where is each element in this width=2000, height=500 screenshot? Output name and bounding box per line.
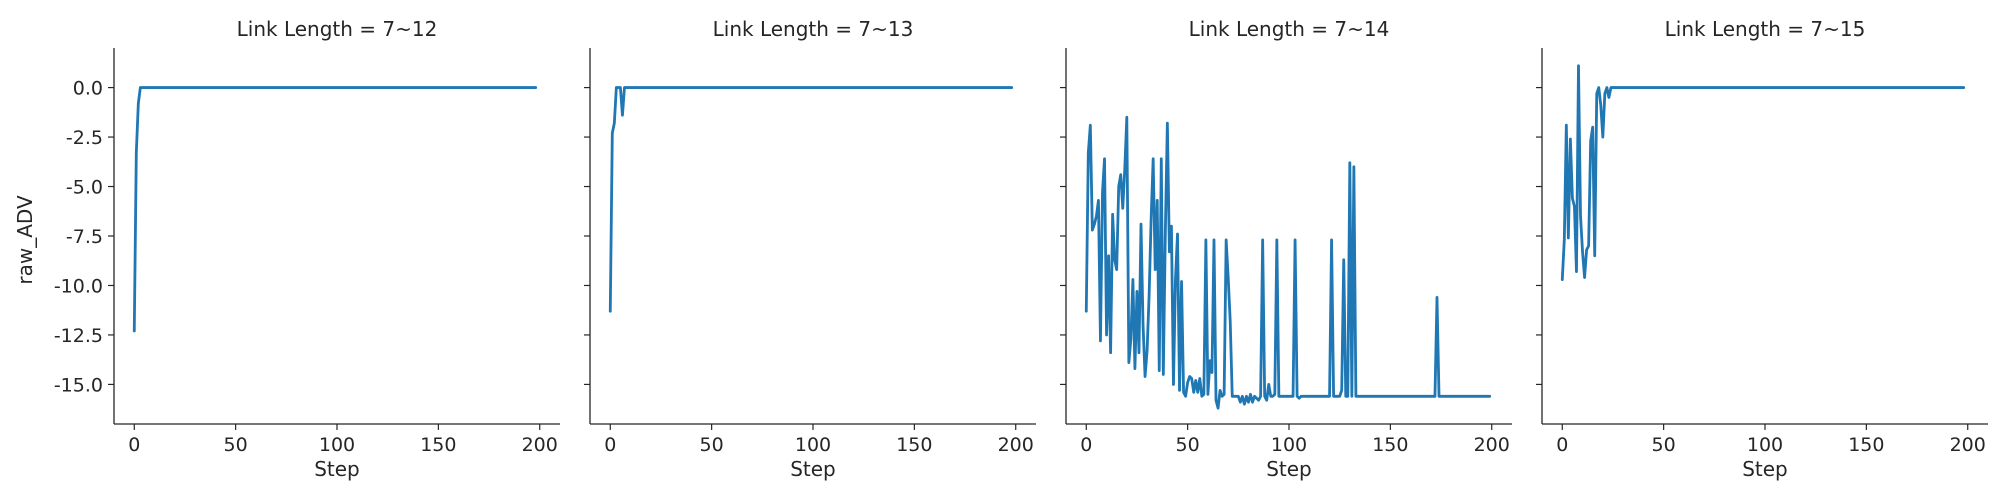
x-tick-label: 0 [1556,434,1568,456]
x-tick-label: 150 [420,434,456,456]
x-tick-label: 100 [1271,434,1307,456]
x-axis-label: Step [1266,457,1312,481]
y-tick-label: -10.0 [54,275,103,297]
x-axis-label: Step [1742,457,1788,481]
x-tick-label: 200 [998,434,1034,456]
x-tick-label: 100 [795,434,831,456]
x-tick-label: 100 [1747,434,1783,456]
chart-panels: Link Length = 7~12 0.0 -2.5 -5.0 -7.5 -10.0 -1… [54,17,1988,481]
panel-title: Link Length = 7~13 [713,17,914,41]
panel-4: Link Length = 7~15 0 50 100 150 200 Step [1536,17,1988,481]
panel-title: Link Length = 7~12 [237,17,438,41]
x-tick-label: 200 [1950,434,1986,456]
series-line [608,86,1014,313]
x-tick-label: 200 [522,434,558,456]
panel-2: Link Length = 7~13 0 50 100 150 200 Step [584,17,1036,481]
series-line [132,86,538,333]
x-tick-label: 50 [1652,434,1676,456]
y-tick-label: -7.5 [66,226,103,248]
x-tick-label: 0 [604,434,616,456]
y-tick-label: -2.5 [66,127,103,149]
x-axis-label: Step [790,457,836,481]
y-tick-label: -15.0 [54,374,103,396]
y-tick-label: -12.5 [54,325,103,347]
x-tick-label: 150 [896,434,932,456]
panel-title: Link Length = 7~15 [1665,17,1866,41]
x-tick-label: 0 [1080,434,1092,456]
panel-3: Link Length = 7~14 0 50 100 150 200 Step [1060,17,1512,481]
x-tick-label: 50 [1176,434,1200,456]
x-axis-label: Step [314,457,360,481]
x-tick-label: 50 [224,434,248,456]
panel-1: Link Length = 7~12 0.0 -2.5 -5.0 -7.5 -10.0 -1… [54,17,560,481]
x-tick-label: 200 [1474,434,1510,456]
x-tick-label: 50 [700,434,724,456]
series-line [1084,115,1492,410]
x-tick-label: 150 [1848,434,1884,456]
y-axis-label: raw_ADV [13,195,37,285]
panel-title: Link Length = 7~14 [1189,17,1390,41]
x-tick-label: 0 [128,434,140,456]
y-tick-label: -5.0 [66,177,103,199]
x-tick-label: 150 [1372,434,1408,456]
x-tick-label: 100 [319,434,355,456]
series-line [1560,64,1966,281]
y-tick-label: 0.0 [73,78,103,100]
